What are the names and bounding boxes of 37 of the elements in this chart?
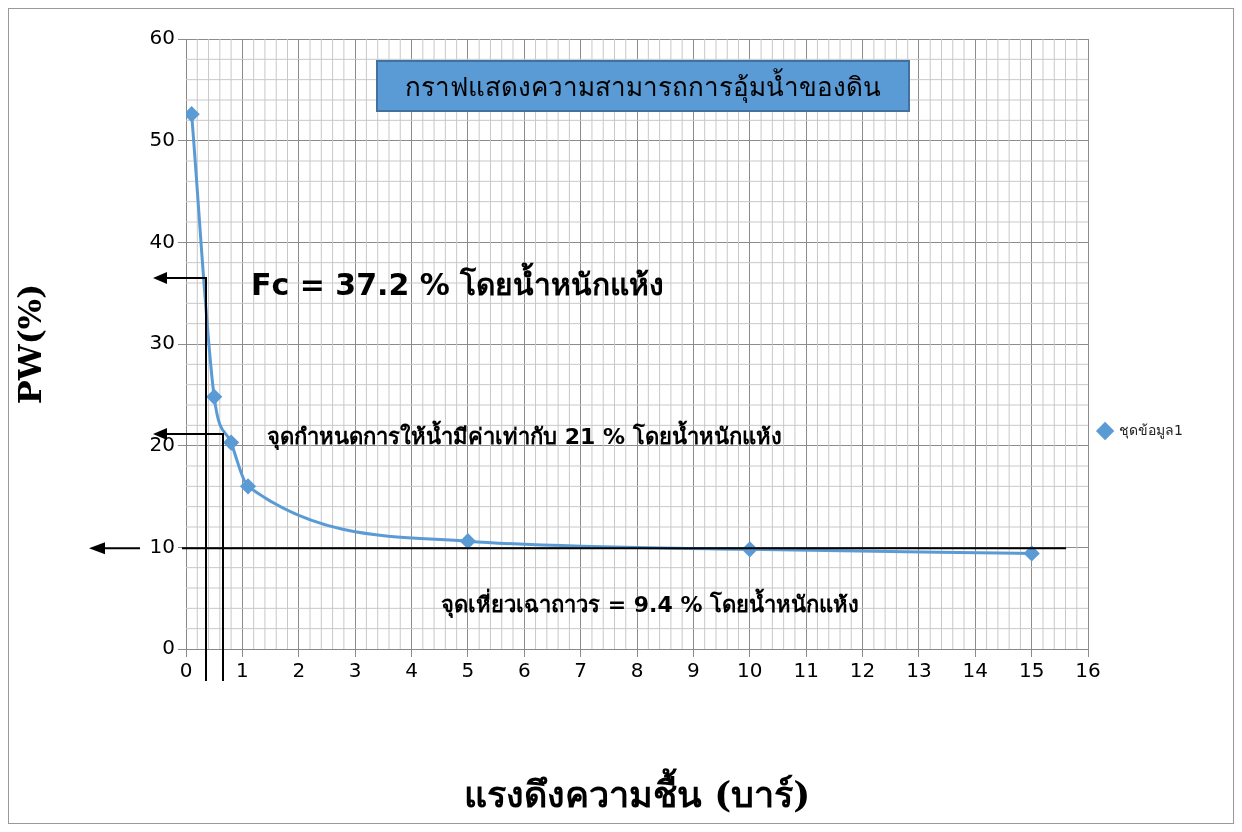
y-tick-label: 30	[149, 330, 175, 355]
x-tick-label: 0	[179, 658, 193, 683]
x-tick-label: 5	[461, 658, 475, 683]
x-tick-label: 8	[630, 658, 644, 683]
point	[206, 389, 222, 405]
x-tick-label: 12	[849, 658, 876, 683]
y-axis-title: PW(%)	[10, 283, 49, 405]
x-axis-title: แรงดึงความชื้น (บาร์)	[463, 767, 811, 815]
legend-label: ชุดข้อมูล1	[1119, 421, 1184, 439]
annotation: จุดกำหนดการให้น้ำมีค่าเท่ากับ 21 % โดยน้ำหนักแห้ง	[267, 419, 782, 452]
x-tick-label: 11	[793, 658, 819, 683]
point	[223, 435, 239, 451]
y-tick-label: 0	[162, 635, 175, 660]
x-tick-label: 10	[737, 658, 763, 683]
x-tick-label: 7	[574, 658, 588, 683]
x-tick-label: 13	[906, 658, 932, 683]
annotation: จุดเหี่ยวเฉาถาวร = 9.4 % โดยน้ำหนักแห้ง	[441, 587, 860, 620]
y-tick-label: 50	[149, 126, 175, 151]
y-tick-label: 60	[149, 25, 175, 50]
point	[460, 533, 476, 549]
point	[1024, 545, 1040, 561]
y-tick-label: 10	[149, 533, 175, 558]
point	[186, 106, 200, 122]
annotation: Fc = 37.2 % โดยน้ำหนักแห้ง	[251, 261, 665, 304]
x-tick-label: 15	[1018, 658, 1045, 683]
x-tick-label: 9	[687, 658, 700, 683]
x-tick-label: 4	[405, 658, 418, 683]
text: กราฟแสดงความสามารถการอุ้มน้ำของดิน	[376, 60, 910, 112]
x-tick-label: 1	[236, 658, 249, 683]
x-tick-label: 3	[348, 658, 362, 683]
y-tick-label: 40	[149, 228, 175, 253]
x-tick-label: 16	[1075, 658, 1101, 683]
x-tick-label: 2	[292, 658, 306, 683]
x-tick-label: 6	[517, 658, 531, 683]
y-tick-label: 20	[149, 431, 175, 456]
point	[240, 478, 256, 494]
x-tick-label: 14	[962, 658, 989, 683]
